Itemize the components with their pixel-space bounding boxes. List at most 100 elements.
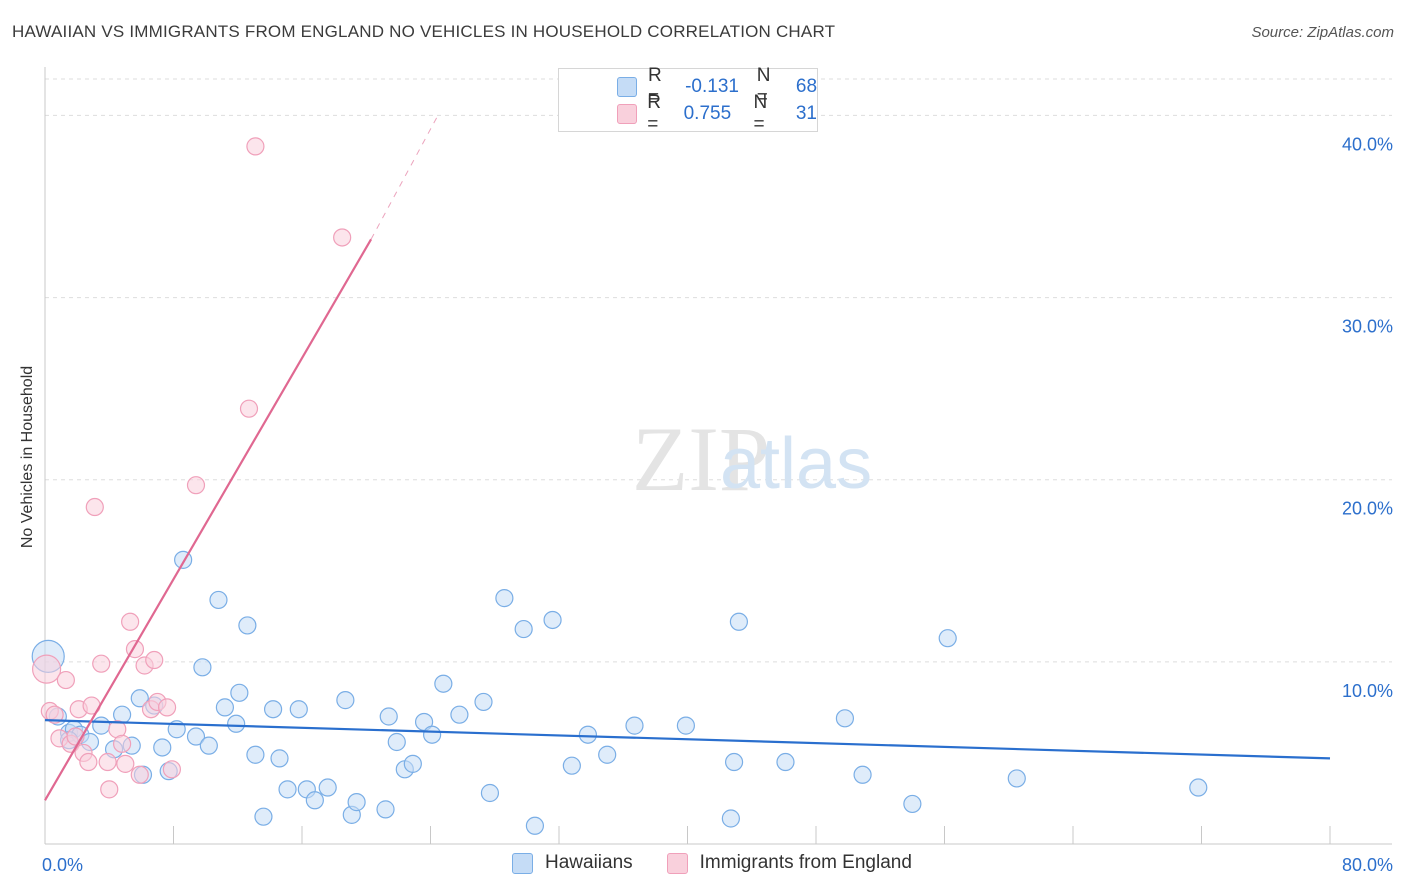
england-point: [116, 754, 135, 773]
hawaiian-point: [305, 791, 324, 810]
hawaiian-point: [562, 756, 581, 775]
hawaiian-point: [525, 816, 545, 835]
hawaiian-point: [318, 778, 337, 797]
hawaiian-point: [215, 698, 234, 717]
hawaiian-point: [254, 807, 273, 826]
hawaiian-point: [92, 716, 111, 735]
hawaiian-point: [729, 612, 749, 631]
hawaiian-point: [903, 794, 922, 814]
trend-lines: [44, 117, 1331, 801]
hawaiian-point: [246, 745, 265, 764]
hawaiian-trend-line: [44, 719, 1331, 760]
england-point: [162, 760, 181, 779]
england-point: [239, 399, 259, 418]
x-tick-label: 80.0%: [1342, 855, 1393, 875]
england-point: [246, 137, 265, 156]
hawaiian-point: [450, 705, 469, 724]
hawaiian-point: [270, 749, 289, 768]
legend-r-label: R =: [648, 65, 662, 108]
legend-swatch-hawaiians: [617, 77, 637, 97]
legend-swatch-england: [617, 104, 637, 124]
x-tick-label: 0.0%: [42, 855, 83, 875]
watermark-atlas: atlas: [720, 424, 872, 504]
hawaiian-point: [853, 765, 872, 784]
hawaiian-point: [130, 689, 149, 708]
hawaiian-point: [514, 619, 533, 639]
hawaiian-point: [238, 616, 257, 635]
hawaiian-point: [578, 725, 598, 744]
hawaiian-point: [209, 590, 228, 610]
hawaiian-point: [938, 629, 957, 648]
england-point: [157, 698, 177, 717]
legend-item-england[interactable]: Immigrants from England: [666, 852, 912, 874]
watermark: ZIP atlas: [632, 408, 872, 510]
england-point: [79, 752, 98, 772]
england-point: [112, 734, 132, 753]
hawaiian-point: [263, 700, 283, 719]
hawaiian-point: [379, 707, 398, 726]
england-point: [130, 765, 149, 784]
legend-n-label: N =: [756, 65, 771, 108]
hawaiian-point: [186, 727, 206, 746]
hawaiian-point: [724, 752, 744, 772]
england-point: [100, 780, 119, 799]
hawaiian-point: [474, 692, 493, 712]
hawaiian-point: [543, 610, 562, 630]
y-tick-label: 30.0%: [1342, 317, 1393, 337]
england-point: [121, 612, 140, 631]
legend-item-hawaiians[interactable]: Hawaiians: [512, 852, 633, 874]
gridlines: [45, 78, 1392, 663]
correlation-legend: R = -0.131 N = 68 R = 0.755 N = 31: [558, 65, 818, 135]
legend-row-hawaiians: R = -0.131 N = 68: [587, 65, 818, 108]
legend-r-value: -0.131: [685, 76, 739, 97]
legend-n-label: N =: [753, 92, 768, 135]
hawaiian-point: [227, 714, 246, 733]
hawaiian-point: [480, 783, 500, 803]
tick-labels: 10.0% 20.0% 30.0% 40.0% 0.0% 80.0%: [42, 134, 1393, 875]
legend-label: Immigrants from England: [699, 852, 912, 873]
watermark-zip: ZIP: [632, 408, 770, 510]
y-tick-label: 40.0%: [1342, 134, 1393, 154]
legend-r-label: R =: [647, 92, 661, 135]
y-axis-label: No Vehicles in Household: [19, 365, 36, 549]
hawaiian-point: [721, 809, 740, 828]
legend-swatch: [512, 852, 533, 874]
y-tick-label: 20.0%: [1342, 499, 1393, 519]
england-point: [32, 654, 62, 684]
hawaiian-point: [387, 732, 406, 752]
hawaiian-point: [230, 683, 249, 702]
england-point: [85, 497, 104, 517]
england-trend-extension: [370, 117, 438, 240]
hawaiian-point: [403, 754, 422, 773]
legend-row-england: R = 0.755 N = 31: [587, 92, 817, 135]
hawaiian-point: [423, 725, 442, 744]
chart-title: HAWAIIAN VS IMMIGRANTS FROM ENGLAND NO V…: [12, 22, 836, 41]
england-point: [333, 228, 352, 247]
hawaiian-point: [278, 780, 297, 799]
hawaiian-point: [347, 793, 366, 812]
hawaiian-point: [376, 800, 395, 819]
legend-r-value: 0.755: [683, 103, 732, 124]
hawaiian-point: [336, 691, 355, 710]
hawaiian-point: [1189, 778, 1208, 797]
hawaiian-point: [199, 736, 218, 755]
england-point: [45, 705, 64, 724]
hawaiian-point: [289, 700, 308, 719]
hawaiian-point: [495, 589, 514, 608]
source-credit: Source: ZipAtlas.com: [1251, 24, 1394, 41]
hawaiian-point: [598, 745, 617, 764]
data-points: [31, 137, 1208, 835]
england-point: [186, 476, 206, 495]
england-point: [92, 654, 111, 673]
legend-n-value: 68: [795, 76, 818, 97]
legend-n-value: 31: [795, 103, 817, 124]
england-point: [145, 650, 164, 670]
hawaiian-point: [1007, 769, 1026, 788]
hawaiian-point: [835, 709, 855, 728]
england-point: [98, 752, 117, 772]
hawaiian-point: [434, 674, 453, 693]
england-point: [56, 670, 75, 690]
england-trend-line: [44, 238, 373, 801]
series-legend: Hawaiians Immigrants from England: [512, 852, 946, 874]
